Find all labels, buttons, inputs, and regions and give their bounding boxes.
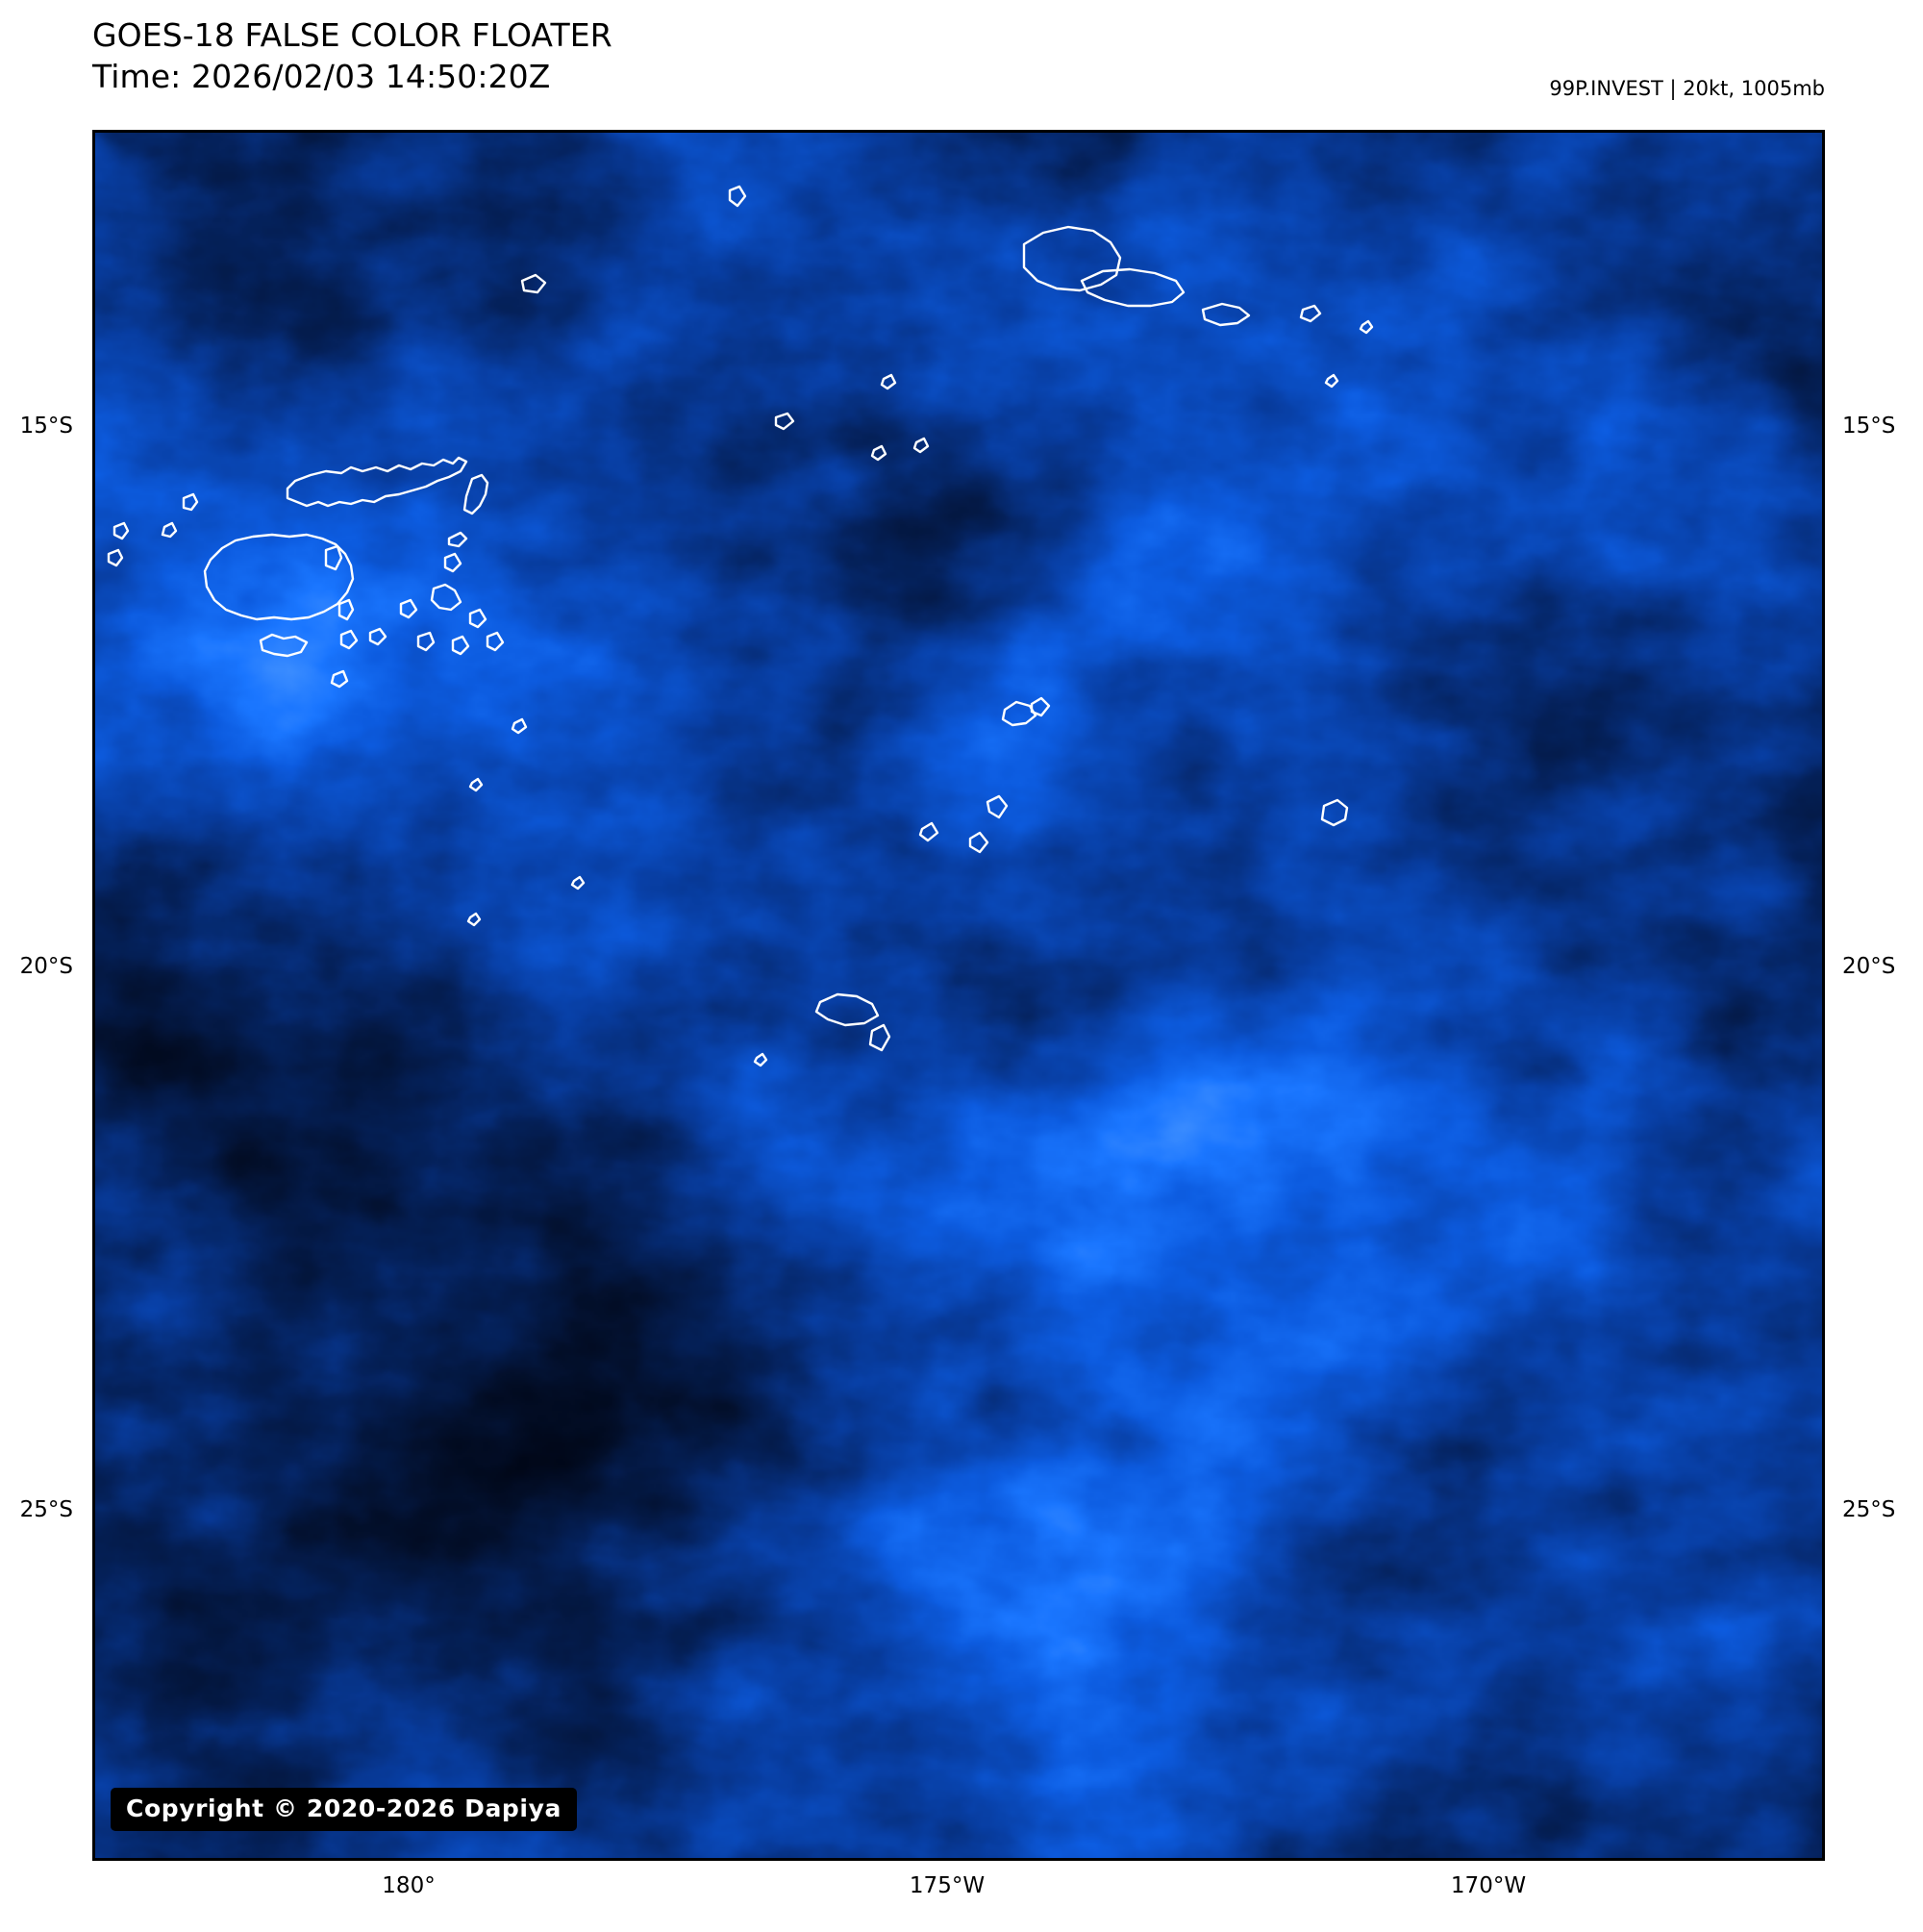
lat-label-right-1: 20°S	[1842, 954, 1896, 979]
header: GOES-18 FALSE COLOR FLOATER Time: 2026/0…	[0, 0, 1923, 130]
lat-label-left-1: 20°S	[19, 954, 73, 979]
satellite-imagery	[95, 133, 1822, 1858]
lat-label-right-2: 25°S	[1842, 1497, 1896, 1522]
lat-label-left-2: 25°S	[19, 1497, 73, 1522]
storm-metadata: 99P.INVEST | 20kt, 1005mb	[1549, 77, 1825, 100]
lon-label-2: 170°W	[1450, 1873, 1527, 1898]
lat-label-right-0: 15°S	[1842, 414, 1896, 439]
lon-label-0: 180°	[382, 1873, 436, 1898]
title-block: GOES-18 FALSE COLOR FLOATER Time: 2026/0…	[92, 15, 612, 98]
lon-label-1: 175°W	[909, 1873, 986, 1898]
satellite-map-panel[interactable]: Copyright © 2020-2026 Dapiya	[92, 130, 1825, 1861]
copyright-watermark: Copyright © 2020-2026 Dapiya	[111, 1788, 577, 1831]
timestamp-label: Time: 2026/02/03 14:50:20Z	[92, 57, 551, 95]
page-title: GOES-18 FALSE COLOR FLOATER	[92, 16, 612, 54]
lat-label-left-0: 15°S	[19, 414, 73, 439]
